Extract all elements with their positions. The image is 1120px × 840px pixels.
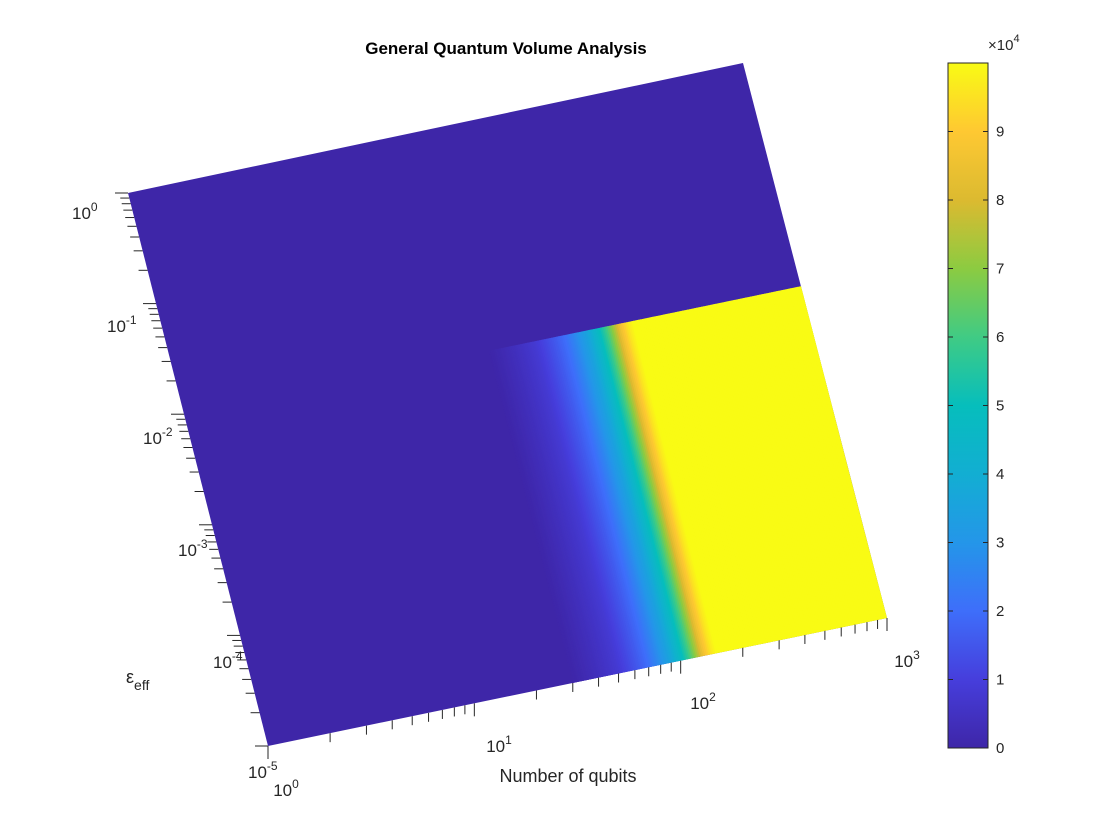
colorbar-multiplier-base: ×10 xyxy=(988,37,1013,54)
x-tick-label-exp: 0 xyxy=(292,777,299,791)
y-tick-label: 10-5 xyxy=(248,759,278,782)
chart-title: General Quantum Volume Analysis xyxy=(365,39,647,58)
y-tick-label-exp: -1 xyxy=(126,313,137,327)
colorbar-tick-label: 8 xyxy=(996,192,1004,209)
y-tick-label: 10-4 xyxy=(213,649,243,672)
y-tick-label-base: 10 xyxy=(72,204,91,223)
x-tick-label-base: 10 xyxy=(690,694,709,713)
y-tick-label: 10-1 xyxy=(107,313,137,336)
x-tick-label-base: 10 xyxy=(273,781,292,800)
colorbar-multiplier-exp: 4 xyxy=(1013,33,1019,45)
y-tick-label-exp: -4 xyxy=(232,649,243,663)
colorbar-gradient-bar xyxy=(947,62,989,749)
y-tick-label-base: 10 xyxy=(107,317,126,336)
x-tick-label-base: 10 xyxy=(486,737,505,756)
x-axis-label: Number of qubits xyxy=(499,766,636,786)
y-tick-label: 10-3 xyxy=(178,537,208,560)
colorbar-tick-label: 4 xyxy=(996,466,1004,483)
x-tick-label: 102 xyxy=(690,690,716,713)
x-tick-label: 101 xyxy=(486,733,512,756)
x-tick-label: 103 xyxy=(894,648,920,671)
y-tick-label-exp: -5 xyxy=(267,759,278,773)
colorbar-tick-label: 1 xyxy=(996,672,1004,689)
colorbar-tick-label: 3 xyxy=(996,535,1004,552)
y-tick-label-base: 10 xyxy=(248,763,267,782)
colorbar-tick-label: 6 xyxy=(996,329,1004,346)
y-axis-label-base: ε xyxy=(126,667,134,687)
x-tick-label-base: 10 xyxy=(894,652,913,671)
colorbar-multiplier: ×104 xyxy=(988,33,1020,54)
y-tick-label-exp: 0 xyxy=(91,200,98,214)
colorbar-tick-label: 2 xyxy=(996,603,1004,620)
colorbar-ticks: 0 1 2 3 4 5 6 7 8 9 xyxy=(948,124,1004,757)
x-tick-label: 100 xyxy=(273,777,299,800)
y-tick-label-exp: -3 xyxy=(197,537,208,551)
y-tick-label-exp: -2 xyxy=(162,425,173,439)
y-tick-label: 100 xyxy=(72,200,98,223)
colorbar-tick-label: 0 xyxy=(996,740,1004,757)
y-axis-label-sub: eff xyxy=(134,677,149,693)
x-tick-label-exp: 1 xyxy=(505,733,512,747)
y-tick-label-base: 10 xyxy=(178,541,197,560)
x-tick-label-exp: 3 xyxy=(913,648,920,662)
surface-plot xyxy=(128,63,887,746)
y-axis-label: εeff xyxy=(126,667,149,693)
colorbar-tick-label: 9 xyxy=(996,124,1004,141)
y-tick-label-base: 10 xyxy=(143,429,162,448)
colorbar-tick-label: 7 xyxy=(996,261,1004,278)
colorbar-tick-label: 5 xyxy=(996,398,1004,415)
y-tick-label-base: 10 xyxy=(213,653,232,672)
x-tick-label-exp: 2 xyxy=(709,690,716,704)
y-tick-label: 10-2 xyxy=(143,425,173,448)
